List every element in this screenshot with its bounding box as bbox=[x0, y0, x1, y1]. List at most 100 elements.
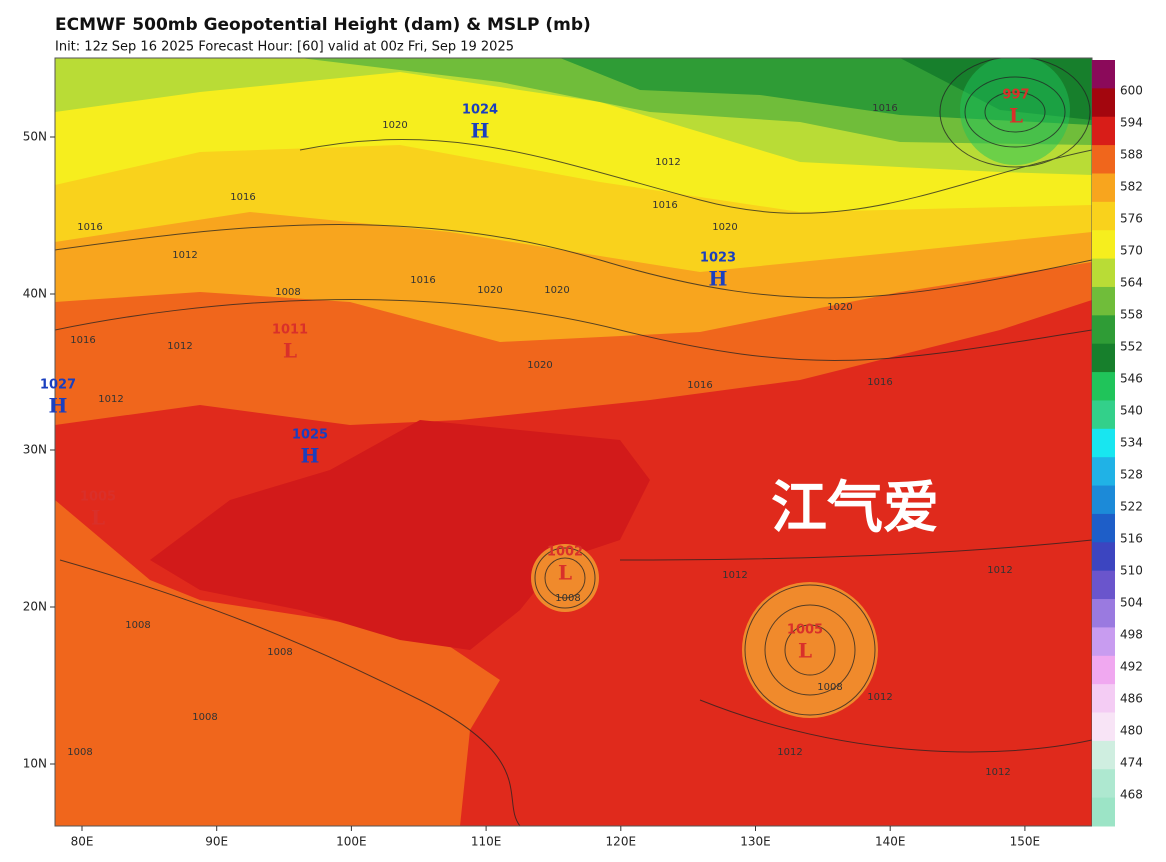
colorbar-swatch bbox=[1092, 457, 1115, 487]
center-value: 1011 bbox=[272, 323, 308, 338]
lat-label: 20N bbox=[23, 600, 47, 614]
isobar-label: 1020 bbox=[544, 285, 569, 296]
colorbar-swatch bbox=[1092, 627, 1115, 657]
lon-label: 90E bbox=[205, 835, 228, 849]
colorbar-swatch bbox=[1092, 542, 1115, 572]
isobar-label: 1012 bbox=[167, 341, 192, 352]
colorbar-label: 600 bbox=[1120, 84, 1143, 98]
isobar-label: 1012 bbox=[867, 692, 892, 703]
lat-label: 40N bbox=[23, 287, 47, 301]
isobar-label: 1008 bbox=[67, 747, 92, 758]
isobar-label: 1020 bbox=[477, 285, 502, 296]
isobar-label: 1008 bbox=[192, 712, 217, 723]
center-letter: H bbox=[471, 119, 490, 143]
isobar-label: 1012 bbox=[987, 565, 1012, 576]
center-letter: L bbox=[91, 506, 105, 530]
colorbar-label: 552 bbox=[1120, 340, 1143, 354]
colorbar-swatch bbox=[1092, 740, 1115, 770]
colorbar-swatch bbox=[1092, 372, 1115, 401]
isobar-label: 1008 bbox=[275, 287, 300, 298]
colorbar-label: 486 bbox=[1120, 692, 1143, 706]
colorbar-label: 468 bbox=[1120, 788, 1143, 802]
lon-label: 120E bbox=[606, 835, 637, 849]
colorbar-swatch bbox=[1092, 145, 1115, 174]
isobar-label: 1016 bbox=[230, 192, 255, 203]
colorbar-swatch bbox=[1092, 513, 1115, 543]
colorbar-label: 558 bbox=[1120, 308, 1143, 322]
center-value: 1005 bbox=[80, 490, 116, 505]
colorbar-label: 492 bbox=[1120, 660, 1143, 674]
isobar-label: 1016 bbox=[652, 200, 677, 211]
colorbar-label: 522 bbox=[1120, 500, 1143, 514]
isobar-label: 1008 bbox=[267, 647, 292, 658]
colorbar-label: 564 bbox=[1120, 276, 1143, 290]
colorbar-label: 504 bbox=[1120, 596, 1143, 610]
center-value: 997 bbox=[1002, 88, 1029, 103]
center-value: 1024 bbox=[462, 103, 498, 118]
colorbar-swatch bbox=[1092, 400, 1115, 430]
center-letter: L bbox=[283, 339, 297, 363]
colorbar-swatch bbox=[1092, 485, 1115, 515]
isobar-label: 1012 bbox=[985, 767, 1010, 778]
center-value: 1005 bbox=[787, 623, 823, 638]
center-value: 1002 bbox=[547, 545, 583, 560]
colorbar-swatch bbox=[1092, 769, 1115, 799]
colorbar-swatch bbox=[1092, 116, 1115, 146]
title: ECMWF 500mb Geopotential Height (dam) & … bbox=[55, 15, 591, 35]
colorbar-swatch bbox=[1092, 684, 1115, 714]
colorbar-label: 594 bbox=[1120, 116, 1143, 130]
lon-label: 140E bbox=[875, 835, 906, 849]
isobar-label: 1008 bbox=[817, 682, 842, 693]
colorbar-swatch bbox=[1092, 173, 1115, 203]
center-letter: H bbox=[709, 267, 728, 291]
colorbar-swatch bbox=[1092, 570, 1115, 600]
colorbar-swatch bbox=[1092, 655, 1115, 685]
colorbar-swatch bbox=[1092, 315, 1115, 345]
colorbar-swatch bbox=[1092, 60, 1115, 89]
colorbar-swatch bbox=[1092, 428, 1115, 458]
subtitle: Init: 12z Sep 16 2025 Forecast Hour: [60… bbox=[55, 40, 514, 55]
lon-label: 130E bbox=[740, 835, 771, 849]
colorbar-swatch bbox=[1092, 797, 1115, 827]
isobar-label: 1016 bbox=[872, 103, 897, 114]
colorbar-label: 480 bbox=[1120, 724, 1143, 738]
colorbar-label: 498 bbox=[1120, 628, 1143, 642]
colorbar-swatch bbox=[1092, 258, 1115, 288]
isobar-label: 1012 bbox=[655, 157, 680, 168]
colorbar-swatch bbox=[1092, 88, 1115, 118]
isobar-label: 1012 bbox=[722, 570, 747, 581]
colorbar-label: 582 bbox=[1120, 180, 1143, 194]
lat-label: 50N bbox=[23, 130, 47, 144]
colorbar-swatch bbox=[1092, 599, 1115, 628]
center-letter: H bbox=[49, 394, 68, 418]
colorbar-label: 510 bbox=[1120, 564, 1143, 578]
colorbar-label: 528 bbox=[1120, 468, 1143, 482]
isobar-label: 1008 bbox=[125, 620, 150, 631]
colorbar-label: 588 bbox=[1120, 148, 1143, 162]
center-letter: H bbox=[301, 444, 320, 468]
colorbar-swatch bbox=[1092, 230, 1115, 260]
isobar-label: 1012 bbox=[777, 747, 802, 758]
colorbar-label: 534 bbox=[1120, 436, 1143, 450]
center-letter: L bbox=[798, 639, 812, 663]
isobar-label: 1020 bbox=[827, 302, 852, 313]
isobar-label: 1016 bbox=[687, 380, 712, 391]
colorbar-swatch bbox=[1092, 286, 1115, 316]
isobar-label: 1020 bbox=[382, 120, 407, 131]
isobar-label: 1016 bbox=[70, 335, 95, 346]
isobar-label: 1008 bbox=[555, 593, 580, 604]
isobar-label: 1016 bbox=[410, 275, 435, 286]
lat-label: 10N bbox=[23, 757, 47, 771]
lat-label: 30N bbox=[23, 443, 47, 457]
colorbar-swatch bbox=[1092, 343, 1115, 373]
lon-label: 100E bbox=[336, 835, 367, 849]
center-value: 1025 bbox=[292, 428, 328, 443]
watermark: 江气爱 bbox=[771, 476, 939, 541]
colorbar-label: 516 bbox=[1120, 532, 1143, 546]
center-letter: L bbox=[558, 561, 572, 585]
colorbar-label: 576 bbox=[1120, 212, 1143, 226]
isobar-label: 1020 bbox=[527, 360, 552, 371]
colorbar-label: 570 bbox=[1120, 244, 1143, 258]
isobar-label: 1016 bbox=[867, 377, 892, 388]
